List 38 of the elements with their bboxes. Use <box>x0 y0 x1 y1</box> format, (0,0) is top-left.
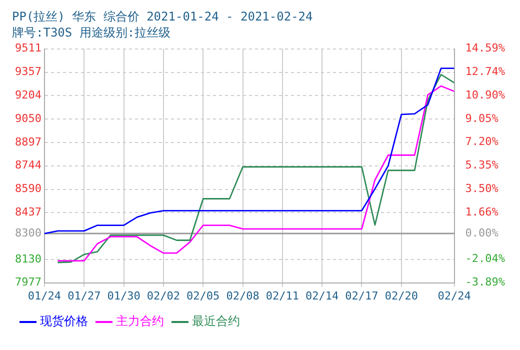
y2-tick-label: 10.90% <box>465 88 506 102</box>
y2-tick-label: 0.00% <box>465 226 499 240</box>
chart-title: PP(拉丝) 华东 综合价 2021-01-24 - 2021-02-24 <box>12 9 313 24</box>
y2-tick-label: 14.59% <box>465 42 506 55</box>
y2-tick-label: 3.50% <box>465 182 499 196</box>
x-tick-label: 02/24 <box>438 289 472 302</box>
y-tick-label: 8437 <box>14 205 42 218</box>
y2-tick-label: 12.74% <box>465 65 506 78</box>
legend-label: 最近合约 <box>192 314 240 328</box>
y2-tick-label: 9.05% <box>465 112 499 125</box>
y-tick-label: 8590 <box>14 182 42 196</box>
x-tick-label: 01/30 <box>107 289 140 302</box>
y-tick-label: 8744 <box>14 158 42 172</box>
y2-tick-label: 7.20% <box>465 135 499 148</box>
y-tick-label: 9511 <box>14 42 42 55</box>
y-tick-label: 8130 <box>14 252 42 266</box>
x-tick-label: 02/17 <box>345 289 378 302</box>
legend-label: 主力合约 <box>116 314 164 328</box>
y-tick-label: 9204 <box>14 88 42 102</box>
y2-tick-label: 1.66% <box>465 205 499 218</box>
x-tick-label: 02/11 <box>266 289 299 302</box>
x-tick-label: 02/14 <box>306 289 340 302</box>
x-tick-label: 01/24 <box>28 289 62 302</box>
chart-subtitle: 牌号:T30S 用途级别:拉丝级 <box>12 26 171 40</box>
y2-tick-label: -3.89% <box>465 276 506 289</box>
y-tick-label: 7977 <box>14 276 42 289</box>
x-tick-label: 02/02 <box>146 289 180 302</box>
x-tick-label: 02/08 <box>226 289 260 302</box>
y-tick-label: 9050 <box>14 112 42 125</box>
x-tick-label: 02/20 <box>384 289 418 302</box>
y2-tick-label: 5.35% <box>465 158 499 172</box>
y-tick-label: 8897 <box>14 135 42 148</box>
legend-label: 现货价格 <box>40 314 88 328</box>
x-tick-label: 02/05 <box>186 289 220 302</box>
y2-tick-label: -2.04% <box>465 252 506 266</box>
y-tick-label: 8300 <box>14 226 42 240</box>
y-tick-label: 9357 <box>14 65 42 78</box>
x-tick-label: 01/27 <box>68 289 101 302</box>
